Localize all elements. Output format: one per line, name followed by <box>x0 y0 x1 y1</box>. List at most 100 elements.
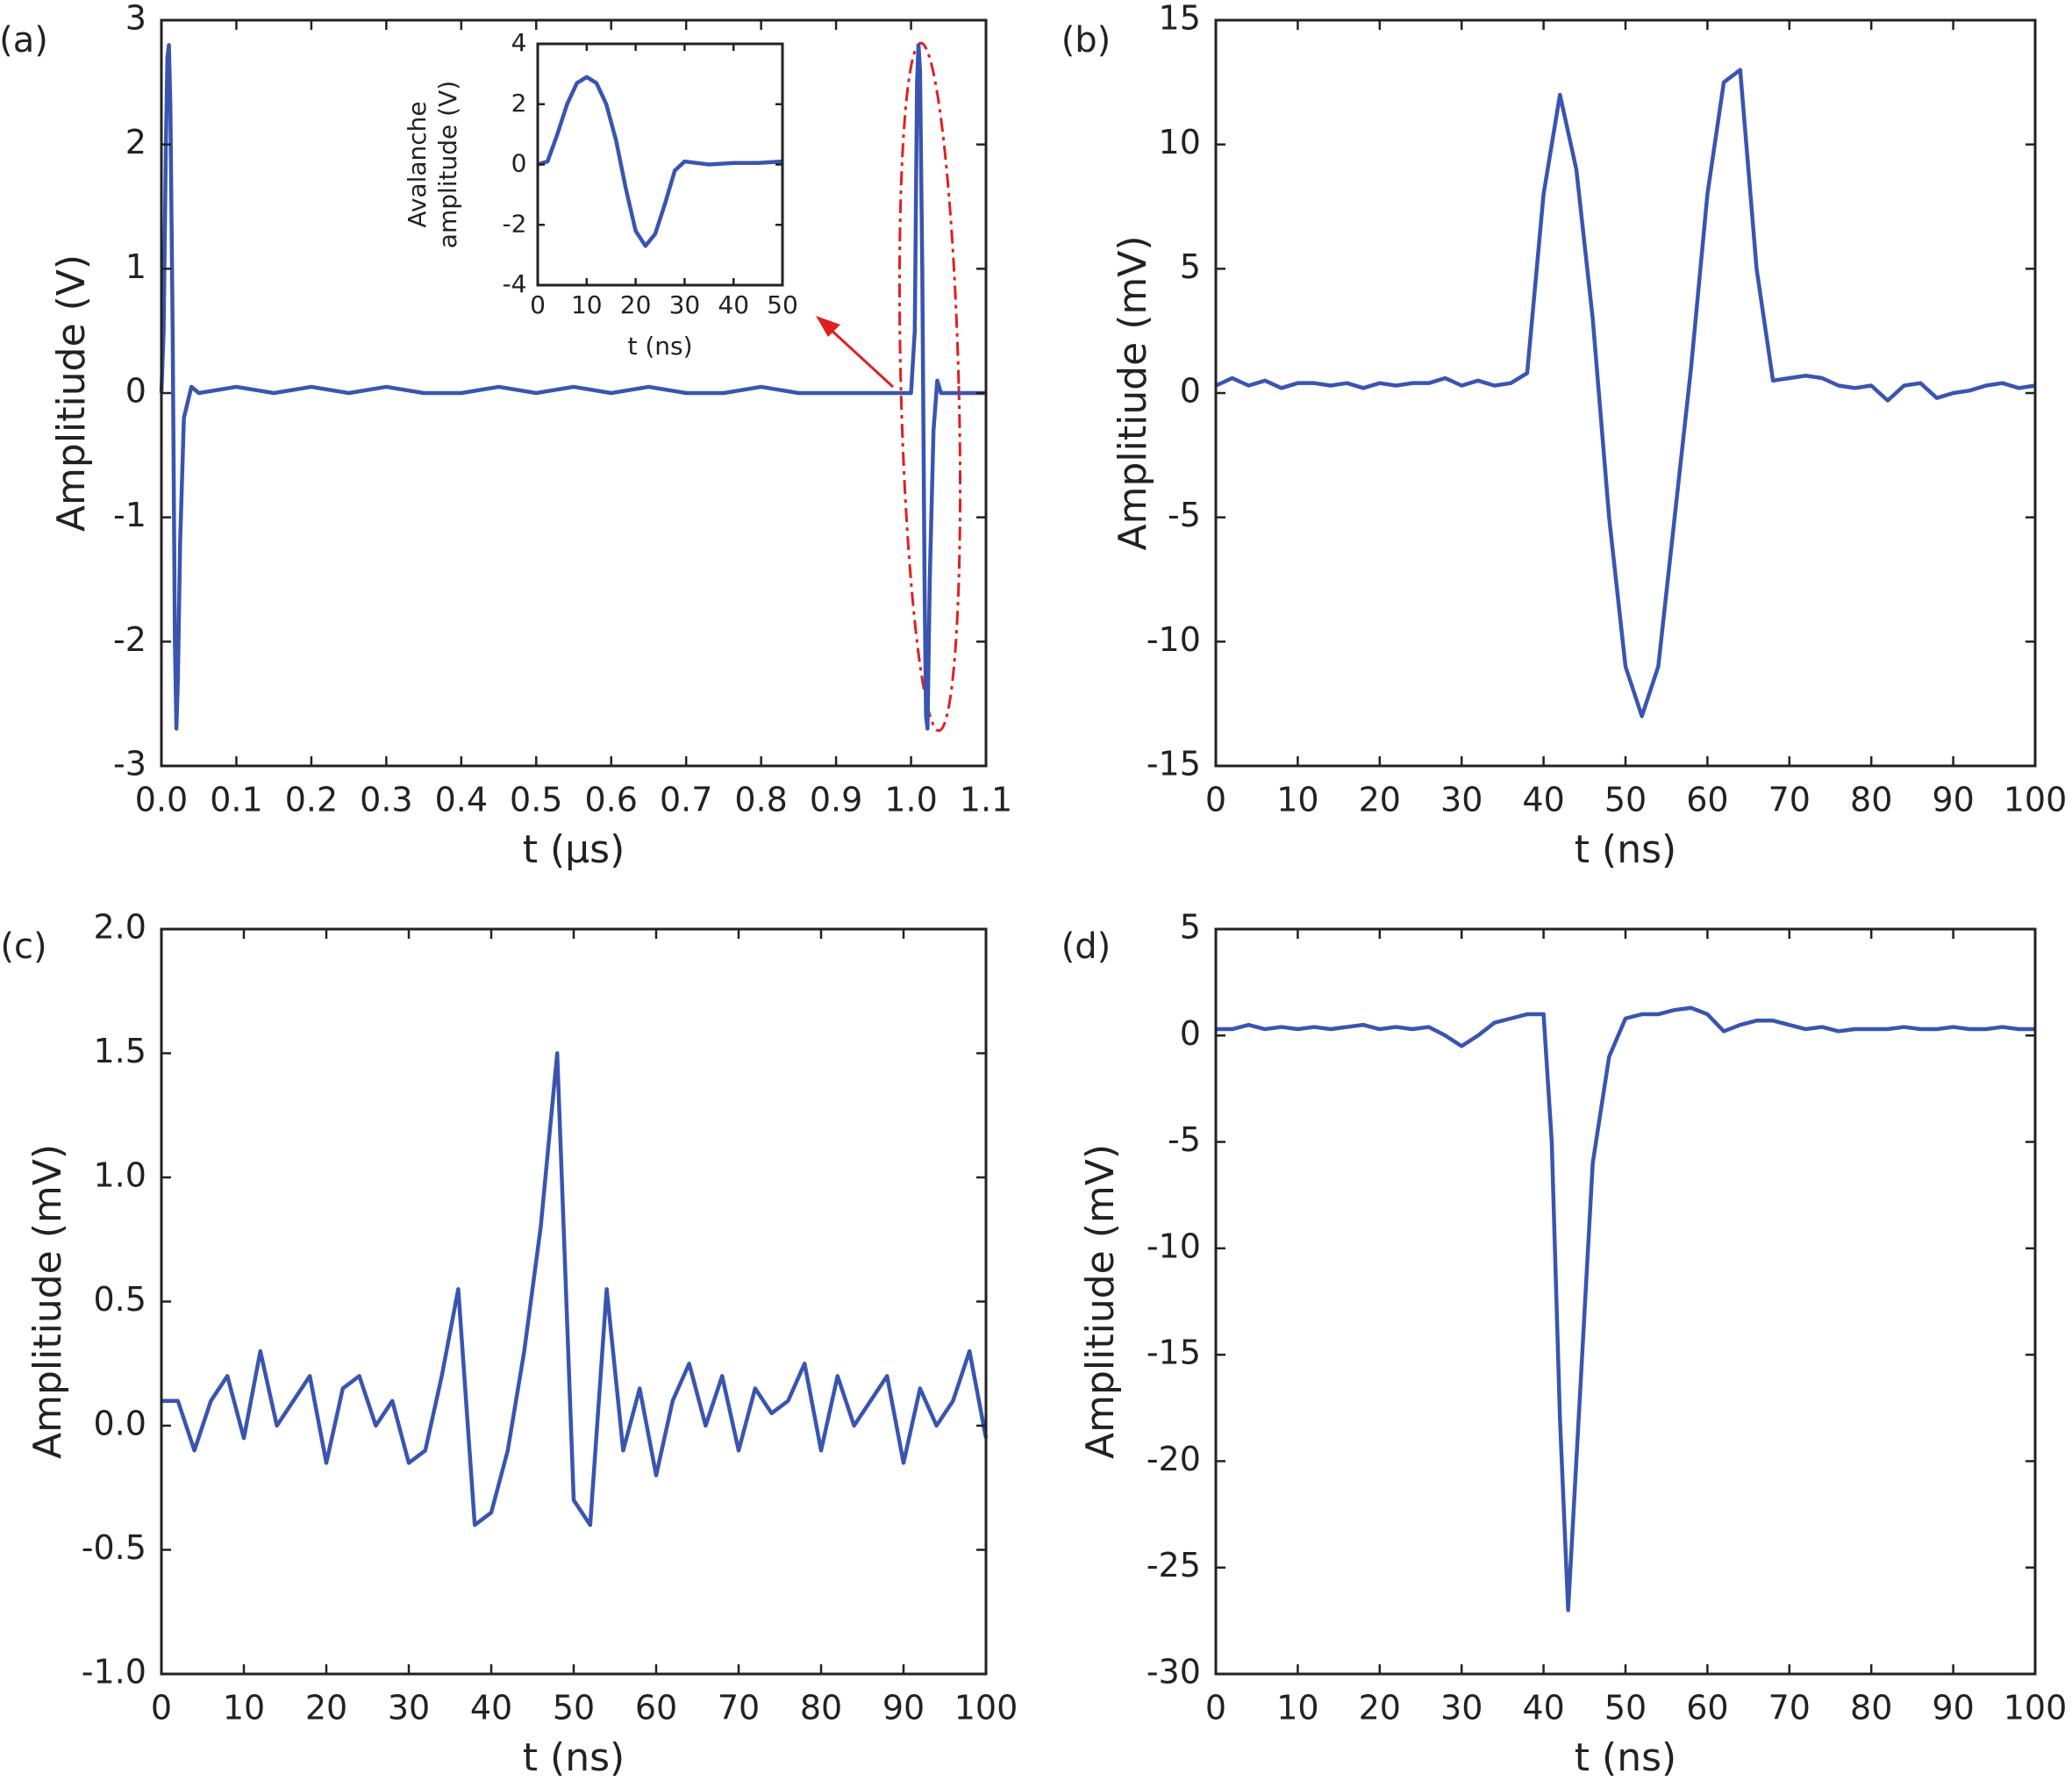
x-tick-label: 0.3 <box>360 781 412 819</box>
x-tick-label: 70 <box>1768 1689 1811 1727</box>
x-tick-label: 40 <box>1522 781 1564 819</box>
y-tick-label: 0.5 <box>93 1280 146 1319</box>
data-line <box>1215 68 2036 719</box>
panel: 0 10 20 30 40 50 -4 -2 0 2 4 t (ns) Avalanche amplitu… <box>403 28 798 361</box>
y-axis-label: Avalanche <box>403 101 432 227</box>
y-tick-label: 0 <box>1180 372 1201 411</box>
x-tick-label: 50 <box>553 1689 595 1727</box>
x-tick-label: 10 <box>1276 781 1318 819</box>
x-tick-label: 0.8 <box>734 781 787 819</box>
x-tick-label: 0.7 <box>660 781 712 819</box>
y-tick-label: -10 <box>1147 1227 1201 1265</box>
x-axis-label: t (μs) <box>523 827 625 872</box>
y-tick-label: 15 <box>1159 0 1201 38</box>
data-line <box>161 1051 989 1527</box>
data-line <box>1216 1005 2035 1613</box>
y-axis-label: Amplitiude (mV) <box>1078 1144 1123 1459</box>
y-tick-label: 2 <box>511 89 527 118</box>
x-tick-label: 10 <box>223 1689 265 1727</box>
y-axis-label: Amplitiude (V) <box>49 254 94 532</box>
y-tick-label: -15 <box>1147 1334 1201 1372</box>
plot-frame <box>1214 927 2037 1676</box>
x-axis-label: t (ns) <box>1575 827 1676 872</box>
x-tick-label: 100 <box>2004 1689 2068 1727</box>
y-tick-label: 1 <box>125 247 146 286</box>
panel: 0 10 20 30 40 50 60 70 80 90 100 -1.0 -0.5 0.0 0.5 1.0 1… <box>0 908 1018 1781</box>
y-tick-label: -10 <box>1147 620 1201 659</box>
x-tick-label: 0.6 <box>585 781 638 819</box>
x-tick-label: 0 <box>530 290 546 319</box>
x-tick-label: 70 <box>718 1689 760 1727</box>
x-tick-label: 0 <box>151 1689 172 1727</box>
y-tick-label: 0.0 <box>93 1405 146 1443</box>
x-tick-label: 0 <box>1205 781 1226 819</box>
x-tick-label: 100 <box>2004 781 2068 819</box>
x-tick-label: 40 <box>470 1689 512 1727</box>
y-tick-label: 2 <box>125 123 146 161</box>
y-tick-label: -2 <box>502 209 526 238</box>
x-tick-label: 50 <box>1604 1689 1647 1727</box>
annotation-arrow <box>826 325 895 389</box>
x-tick-label: 30 <box>669 290 701 319</box>
x-tick-label: 0.4 <box>435 781 488 819</box>
x-axis-label: t (ns) <box>1575 1735 1676 1780</box>
x-tick-label: 20 <box>305 1689 347 1727</box>
x-tick-label: 0.2 <box>285 781 338 819</box>
panel: 0 10 20 30 40 50 60 70 80 90 100 -15 -10 -5 0 5 10 15 t (n… <box>1061 0 2068 872</box>
x-tick-label: 90 <box>1932 781 1974 819</box>
y-tick-label: -3 <box>113 745 146 783</box>
y-tick-label: 4 <box>511 28 527 57</box>
x-tick-label: 1.0 <box>884 781 937 819</box>
x-tick-label: 70 <box>1768 781 1811 819</box>
y-tick-label: -4 <box>502 269 526 298</box>
x-tick-label: 50 <box>767 290 798 319</box>
x-tick-label: 80 <box>800 1689 842 1727</box>
x-tick-label: 20 <box>620 290 652 319</box>
y-tick-label: -20 <box>1147 1440 1201 1478</box>
x-tick-label: 100 <box>954 1689 1018 1727</box>
x-tick-label: 60 <box>1686 781 1728 819</box>
x-tick-label: 20 <box>1359 781 1401 819</box>
y-tick-label: 0 <box>511 149 527 178</box>
data-line <box>537 75 783 248</box>
x-tick-label: 30 <box>1440 1689 1483 1727</box>
x-tick-label: 30 <box>388 1689 430 1727</box>
highlight-ellipse <box>897 41 962 733</box>
x-tick-label: 1.1 <box>960 781 1012 819</box>
y-tick-label: 2.0 <box>93 908 146 947</box>
x-tick-label: 80 <box>1850 1689 1892 1727</box>
y-tick-label: 5 <box>1180 247 1201 286</box>
data-line <box>159 43 986 731</box>
panel-label: (d) <box>1061 926 1111 967</box>
y-tick-label: 3 <box>125 0 146 38</box>
y-tick-label: 1.0 <box>93 1156 146 1195</box>
x-tick-label: 20 <box>1359 1689 1401 1727</box>
x-tick-label: 10 <box>1276 1689 1318 1727</box>
x-tick-label: 90 <box>882 1689 925 1727</box>
y-tick-label: 0 <box>125 372 146 411</box>
x-tick-label: 0.0 <box>135 781 188 819</box>
y-tick-label: 10 <box>1159 123 1201 161</box>
y-axis-label: Amplitiude (mV) <box>25 1144 70 1459</box>
y-tick-label: -0.5 <box>82 1528 146 1567</box>
panel-label: (c) <box>0 926 46 967</box>
x-tick-label: 40 <box>1522 1689 1564 1727</box>
y-tick-label: -1 <box>113 496 146 534</box>
arrow-head <box>816 316 840 337</box>
y-axis-label: amplitude (V) <box>433 81 462 248</box>
y-tick-label: -5 <box>1168 496 1201 534</box>
x-tick-label: 0.5 <box>510 781 562 819</box>
x-tick-label: 90 <box>1932 1689 1974 1727</box>
x-tick-label: 60 <box>635 1689 677 1727</box>
x-tick-label: 10 <box>571 290 603 319</box>
panel: 0 10 20 30 40 50 60 70 80 90 100 -30 -25 -20 -15 -10 -5 0… <box>1061 908 2068 1781</box>
y-tick-label: -5 <box>1168 1120 1201 1159</box>
y-axis-label: Amplitiude (mV) <box>1111 236 1155 551</box>
y-tick-label: -2 <box>113 620 146 659</box>
y-tick-label: 0 <box>1180 1014 1201 1053</box>
panel-label: (a) <box>0 20 48 61</box>
x-tick-label: 30 <box>1440 781 1483 819</box>
y-tick-label: -1.0 <box>82 1653 146 1692</box>
x-tick-label: 80 <box>1850 781 1892 819</box>
